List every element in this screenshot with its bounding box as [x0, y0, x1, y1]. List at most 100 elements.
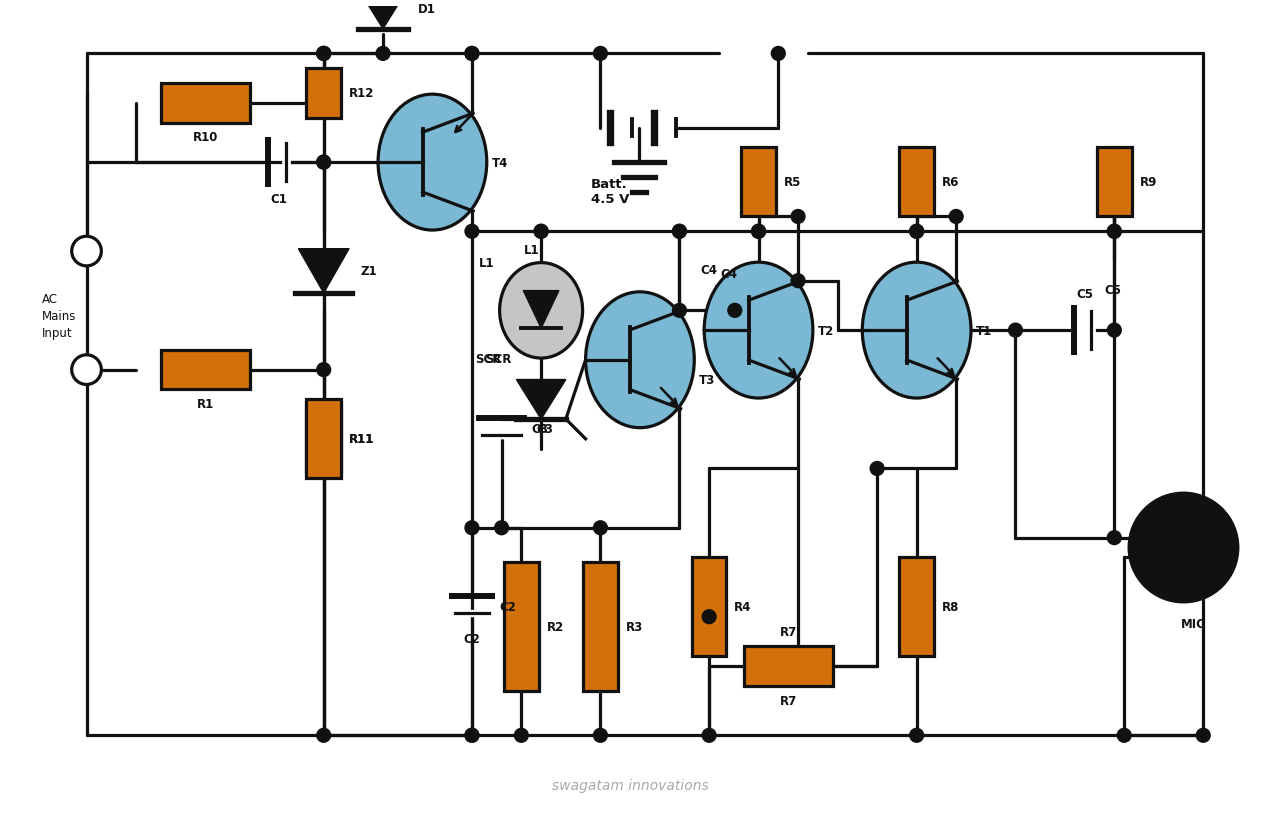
Circle shape — [465, 47, 479, 61]
FancyBboxPatch shape — [583, 562, 617, 691]
Circle shape — [1129, 494, 1238, 602]
Circle shape — [71, 356, 102, 385]
Circle shape — [514, 729, 528, 743]
Text: R6: R6 — [942, 176, 959, 189]
Circle shape — [593, 521, 607, 535]
Text: C4: C4 — [701, 264, 718, 276]
Circle shape — [316, 47, 330, 61]
Circle shape — [316, 156, 330, 170]
Text: T4: T4 — [491, 156, 508, 170]
Text: R4: R4 — [734, 600, 752, 614]
Circle shape — [535, 225, 549, 239]
Circle shape — [495, 521, 508, 535]
FancyBboxPatch shape — [160, 351, 250, 390]
Ellipse shape — [378, 95, 486, 231]
Circle shape — [1107, 225, 1121, 239]
Circle shape — [909, 225, 923, 239]
Circle shape — [771, 47, 785, 61]
Circle shape — [1107, 531, 1121, 545]
Circle shape — [465, 521, 479, 535]
Text: L1: L1 — [523, 244, 538, 256]
Polygon shape — [298, 250, 349, 294]
FancyBboxPatch shape — [899, 148, 933, 218]
Text: T2: T2 — [818, 324, 834, 337]
Circle shape — [316, 47, 330, 61]
Text: Batt.
4.5 V: Batt. 4.5 V — [591, 178, 629, 206]
Text: R5: R5 — [784, 176, 801, 189]
Text: R8: R8 — [942, 600, 959, 614]
FancyBboxPatch shape — [1097, 148, 1132, 218]
Circle shape — [465, 729, 479, 743]
Circle shape — [673, 304, 686, 318]
Text: Z1: Z1 — [361, 265, 377, 278]
Circle shape — [535, 225, 549, 239]
Text: C3: C3 — [532, 423, 549, 436]
Polygon shape — [517, 380, 566, 419]
Text: swagatam innovations: swagatam innovations — [551, 777, 709, 791]
Ellipse shape — [862, 263, 972, 399]
FancyBboxPatch shape — [306, 404, 342, 474]
Circle shape — [465, 47, 479, 61]
Circle shape — [1107, 225, 1121, 239]
FancyBboxPatch shape — [742, 148, 776, 218]
FancyBboxPatch shape — [504, 562, 538, 691]
Text: T3: T3 — [700, 374, 715, 386]
Circle shape — [870, 462, 884, 476]
Text: AC
Mains
Input: AC Mains Input — [42, 293, 76, 339]
Circle shape — [465, 729, 479, 743]
Circle shape — [949, 210, 963, 224]
Circle shape — [909, 225, 923, 239]
Text: D1: D1 — [418, 3, 436, 17]
Circle shape — [71, 237, 102, 266]
Circle shape — [673, 225, 686, 239]
Circle shape — [465, 225, 479, 239]
Circle shape — [1118, 729, 1132, 743]
FancyBboxPatch shape — [306, 399, 342, 479]
Text: C3: C3 — [536, 423, 552, 436]
Circle shape — [376, 47, 390, 61]
Circle shape — [316, 47, 330, 61]
Polygon shape — [358, 0, 408, 30]
Circle shape — [752, 225, 766, 239]
Circle shape — [702, 729, 716, 743]
Circle shape — [593, 729, 607, 743]
FancyBboxPatch shape — [306, 69, 342, 118]
Text: R12: R12 — [349, 88, 375, 100]
Text: R1: R1 — [197, 398, 213, 411]
Circle shape — [1008, 324, 1022, 337]
Circle shape — [752, 225, 766, 239]
Text: L1: L1 — [479, 256, 495, 270]
Text: C1: C1 — [271, 193, 288, 206]
Circle shape — [316, 729, 330, 743]
Circle shape — [702, 610, 716, 624]
FancyBboxPatch shape — [160, 84, 250, 123]
Ellipse shape — [585, 293, 695, 428]
Circle shape — [1196, 729, 1210, 743]
Text: C5: C5 — [1105, 283, 1121, 296]
Text: T1: T1 — [975, 324, 992, 337]
Ellipse shape — [704, 263, 813, 399]
Circle shape — [909, 729, 923, 743]
Circle shape — [593, 47, 607, 61]
Circle shape — [1107, 324, 1121, 337]
Circle shape — [791, 275, 805, 289]
Circle shape — [316, 363, 330, 377]
Circle shape — [728, 304, 742, 318]
Circle shape — [791, 210, 805, 224]
FancyBboxPatch shape — [692, 557, 726, 657]
Text: R2: R2 — [546, 620, 564, 633]
Text: R7: R7 — [780, 694, 796, 707]
Polygon shape — [523, 291, 559, 329]
Text: C5: C5 — [1076, 288, 1093, 300]
Text: R11: R11 — [349, 433, 375, 446]
Text: R3: R3 — [626, 620, 643, 633]
Text: C4: C4 — [720, 268, 738, 281]
Circle shape — [316, 156, 330, 170]
Ellipse shape — [499, 263, 583, 359]
FancyBboxPatch shape — [744, 647, 833, 686]
Text: SCR: SCR — [485, 352, 512, 366]
FancyBboxPatch shape — [899, 557, 933, 657]
Text: C2: C2 — [464, 632, 480, 645]
Text: C2: C2 — [499, 600, 517, 614]
Text: R7: R7 — [780, 626, 796, 638]
